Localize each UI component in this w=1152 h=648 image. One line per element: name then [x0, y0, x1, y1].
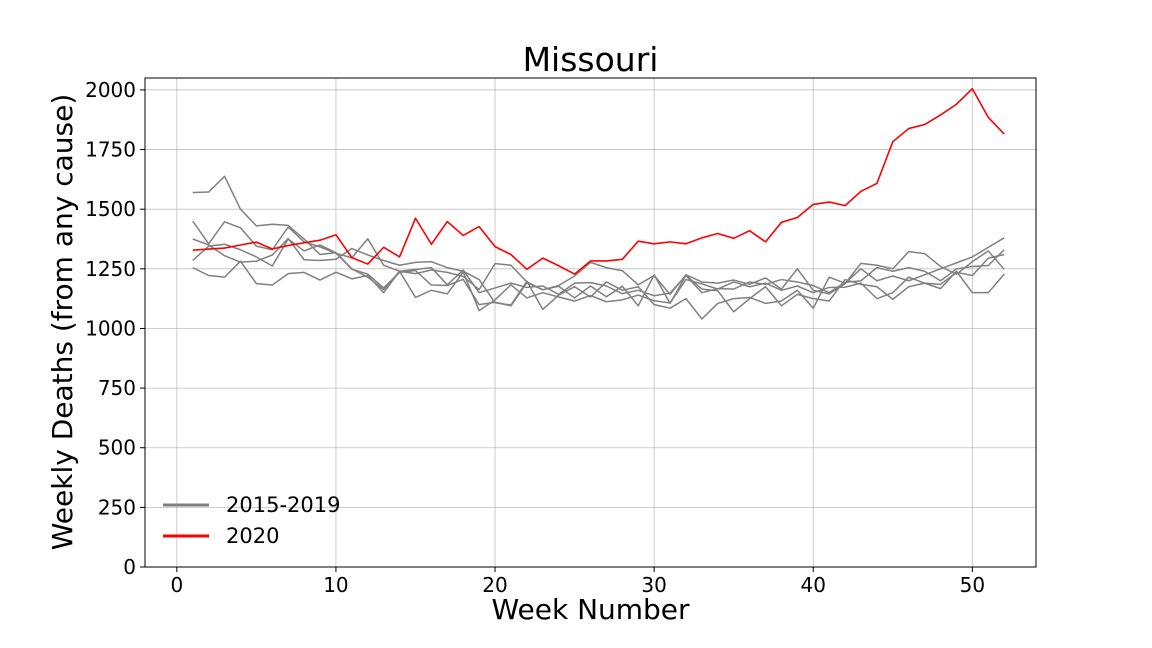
- x-tick-label: 40: [801, 573, 826, 597]
- series-line-2015-2019-2: [192, 237, 1005, 320]
- axis-ticks: 0 10 20 30 40 5002505007501000125015001750200…: [85, 78, 985, 597]
- series-line-2015-2019-4: [192, 253, 1005, 312]
- x-tick-label: 0: [170, 573, 183, 597]
- grid-lines: [145, 78, 1036, 568]
- y-tick-label: 2000: [85, 78, 136, 102]
- plot-lines: [192, 87, 1005, 320]
- series-line-2015-2019-1: [192, 220, 1005, 296]
- y-tick-label: 750: [98, 376, 136, 400]
- x-tick-label: 20: [482, 573, 507, 597]
- x-axis-label: Week Number: [491, 593, 690, 626]
- y-tick-label: 250: [98, 495, 136, 519]
- y-tick-label: 0: [123, 555, 136, 579]
- chart-title: Missouri: [523, 40, 659, 79]
- plot-area-frame: [144, 77, 1037, 568]
- legend: 2015-2019 2020: [163, 493, 340, 548]
- x-tick-label: 50: [960, 573, 985, 597]
- y-tick-label: 1250: [85, 257, 136, 281]
- legend-label-2020: 2020: [226, 524, 279, 548]
- series-line-2015-2019-3: [192, 238, 1005, 313]
- legend-label-2015-2019: 2015-2019: [226, 493, 340, 517]
- y-tick-label: 1500: [85, 197, 136, 221]
- y-tick-label: 500: [98, 436, 136, 460]
- y-tick-label: 1000: [85, 316, 136, 340]
- x-tick-label: 30: [641, 573, 666, 597]
- y-axis-label: Weekly Deaths (from any cause): [46, 94, 79, 551]
- series-line-2020-5: [192, 87, 1005, 275]
- y-tick-label: 1750: [85, 138, 136, 162]
- x-tick-label: 10: [323, 573, 348, 597]
